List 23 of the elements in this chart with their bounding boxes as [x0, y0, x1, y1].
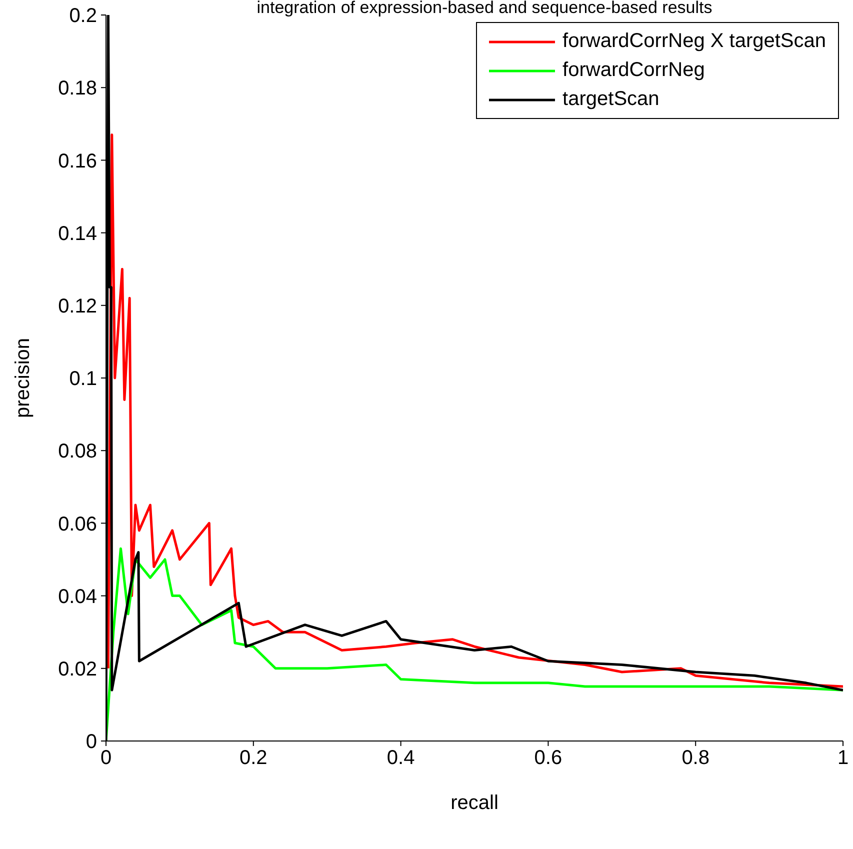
x-tick-label: 0 [100, 747, 112, 770]
x-tick-label: 0.6 [534, 747, 562, 770]
y-tick-label: 0.1 [69, 368, 97, 390]
y-tick-label: 0.2 [69, 5, 97, 28]
legend-label: forwardCorrNeg [562, 59, 705, 82]
x-tick-label: 1 [837, 747, 849, 770]
legend-label: targetScan [562, 88, 660, 111]
y-tick-label: 0.04 [58, 586, 97, 608]
x-tick-label: 0.8 [682, 747, 710, 770]
y-tick-label: 0 [86, 731, 97, 754]
y-tick-label: 0.14 [58, 222, 97, 245]
y-tick-label: 0.16 [58, 150, 97, 172]
x-axis-title: recall [450, 792, 498, 814]
y-tick-label: 0.06 [58, 513, 97, 536]
y-tick-label: 0.02 [58, 658, 97, 680]
y-axis-title: precision [12, 338, 34, 418]
chart-title: integration of expression-based and sequence-based results [256, 0, 714, 18]
x-tick-label: 0.4 [386, 747, 415, 770]
legend-label: forwardCorrNeg X targetScan [562, 30, 826, 53]
y-tick-label: 0.12 [58, 296, 97, 318]
x-tick-label: 0.2 [239, 747, 268, 770]
y-tick-label: 0.18 [58, 78, 97, 100]
y-tick-label: 0.08 [58, 440, 97, 463]
